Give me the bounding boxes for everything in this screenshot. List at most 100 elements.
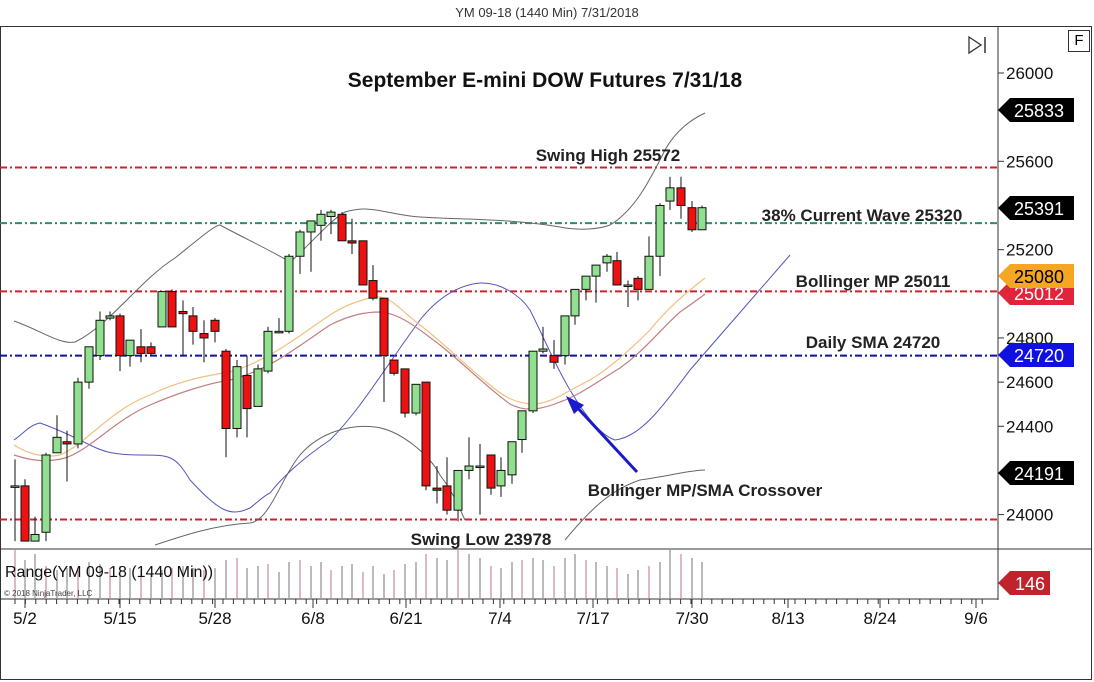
candle bbox=[655, 203, 665, 277]
candle bbox=[475, 443, 485, 515]
scroll-to-end-icon[interactable] bbox=[968, 35, 986, 55]
x-tick-label: 8/24 bbox=[863, 609, 896, 628]
candle bbox=[560, 315, 570, 365]
candle bbox=[136, 329, 146, 363]
candle bbox=[157, 291, 167, 328]
candle bbox=[591, 264, 601, 303]
candle bbox=[368, 265, 378, 301]
price-marker: 25391 bbox=[998, 196, 1074, 220]
x-tick-label: 7/4 bbox=[488, 609, 512, 628]
candle bbox=[581, 275, 591, 301]
sma-orange bbox=[13, 277, 706, 457]
candle bbox=[602, 254, 612, 272]
range-marker: 146 bbox=[998, 571, 1050, 595]
candle bbox=[306, 220, 316, 272]
candle bbox=[623, 280, 633, 308]
x-tick-label: 5/2 bbox=[13, 609, 37, 628]
svg-text:25833: 25833 bbox=[1014, 101, 1064, 121]
bollinger-bands bbox=[13, 112, 791, 546]
candle bbox=[432, 466, 442, 504]
candle bbox=[188, 307, 198, 345]
copyright-text: © 2018 NinjaTrader, LLC bbox=[4, 589, 93, 598]
candle bbox=[486, 454, 496, 495]
candle bbox=[95, 311, 105, 361]
price-marker: 25833 bbox=[998, 98, 1074, 122]
candle bbox=[633, 276, 643, 301]
x-tick-label: 5/15 bbox=[103, 609, 136, 628]
candle bbox=[517, 410, 527, 453]
chart-title: September E-mini DOW Futures 7/31/18 bbox=[348, 69, 743, 92]
y-tick-label: 26000 bbox=[1006, 64, 1053, 83]
candle bbox=[464, 437, 474, 480]
candle bbox=[496, 457, 506, 497]
candle bbox=[232, 360, 242, 438]
candle bbox=[242, 355, 252, 438]
svg-text:25012: 25012 bbox=[1014, 284, 1064, 304]
y-tick-label: 25600 bbox=[1006, 152, 1053, 171]
candle bbox=[453, 469, 463, 522]
bollinger-mp-label: Bollinger MP 25011 bbox=[796, 272, 951, 291]
current-wave-label: 38% Current Wave 25320 bbox=[762, 206, 963, 225]
candle bbox=[421, 381, 431, 491]
candle bbox=[316, 209, 326, 241]
candle bbox=[687, 201, 697, 232]
candle bbox=[358, 240, 368, 286]
upper-bollinger-band bbox=[13, 112, 706, 343]
horizontal-lines bbox=[0, 166, 998, 521]
candle bbox=[84, 346, 94, 389]
candle bbox=[379, 297, 389, 402]
candle bbox=[253, 364, 263, 407]
candle bbox=[10, 459, 20, 542]
x-tick-label: 6/8 bbox=[301, 609, 325, 628]
candle bbox=[20, 479, 30, 542]
candle bbox=[411, 383, 421, 416]
candle bbox=[295, 229, 305, 274]
candle bbox=[538, 326, 548, 354]
candle bbox=[105, 311, 115, 321]
candle bbox=[665, 176, 675, 210]
chart-frame bbox=[0, 26, 1092, 680]
candle bbox=[612, 251, 622, 286]
window-title: YM 09-18 (1440 Min) 7/31/2018 bbox=[455, 5, 639, 20]
candle bbox=[41, 452, 51, 542]
x-axis-ticks: 5/2 5/15 5/28 6/8 6/21 7/4 7/17 7/30 8/13 8/24 9/6 bbox=[13, 599, 988, 628]
candle bbox=[644, 236, 654, 290]
svg-text:25080: 25080 bbox=[1014, 267, 1064, 287]
x-tick-label: 9/6 bbox=[964, 609, 988, 628]
candle bbox=[326, 209, 336, 235]
candle bbox=[178, 300, 188, 356]
crossover-arrow bbox=[566, 396, 639, 474]
bollinger-mp-line bbox=[13, 293, 706, 462]
candle bbox=[400, 368, 410, 418]
candle bbox=[528, 350, 538, 414]
candle bbox=[30, 516, 40, 542]
swing-high-label: Swing High 25572 bbox=[536, 146, 681, 165]
candle bbox=[507, 441, 517, 484]
lower-bollinger-band bbox=[154, 425, 706, 546]
y-tick-label: 24000 bbox=[1006, 506, 1053, 525]
price-marker: 24720 bbox=[998, 343, 1074, 367]
candle bbox=[337, 212, 347, 242]
f-button[interactable]: F bbox=[1068, 30, 1090, 52]
svg-text:24191: 24191 bbox=[1014, 464, 1064, 484]
candle bbox=[146, 342, 156, 356]
candle bbox=[389, 359, 399, 376]
lower-band-blue bbox=[13, 254, 791, 513]
candle bbox=[442, 457, 452, 515]
price-marker: 24191 bbox=[998, 461, 1074, 485]
price-marker: 25080 bbox=[998, 264, 1074, 288]
y-tick-label: 24600 bbox=[1006, 373, 1053, 392]
x-tick-label: 7/30 bbox=[675, 609, 708, 628]
candle bbox=[62, 430, 72, 482]
candle bbox=[263, 326, 273, 374]
daily-sma-label: Daily SMA 24720 bbox=[806, 333, 941, 352]
candle bbox=[274, 318, 284, 334]
crossover-label: Bollinger MP/SMA Crossover bbox=[588, 481, 823, 500]
candle bbox=[221, 349, 231, 458]
candle bbox=[125, 339, 135, 367]
candle bbox=[347, 218, 357, 255]
y-tick-label: 25200 bbox=[1006, 241, 1053, 260]
candle bbox=[697, 205, 707, 231]
